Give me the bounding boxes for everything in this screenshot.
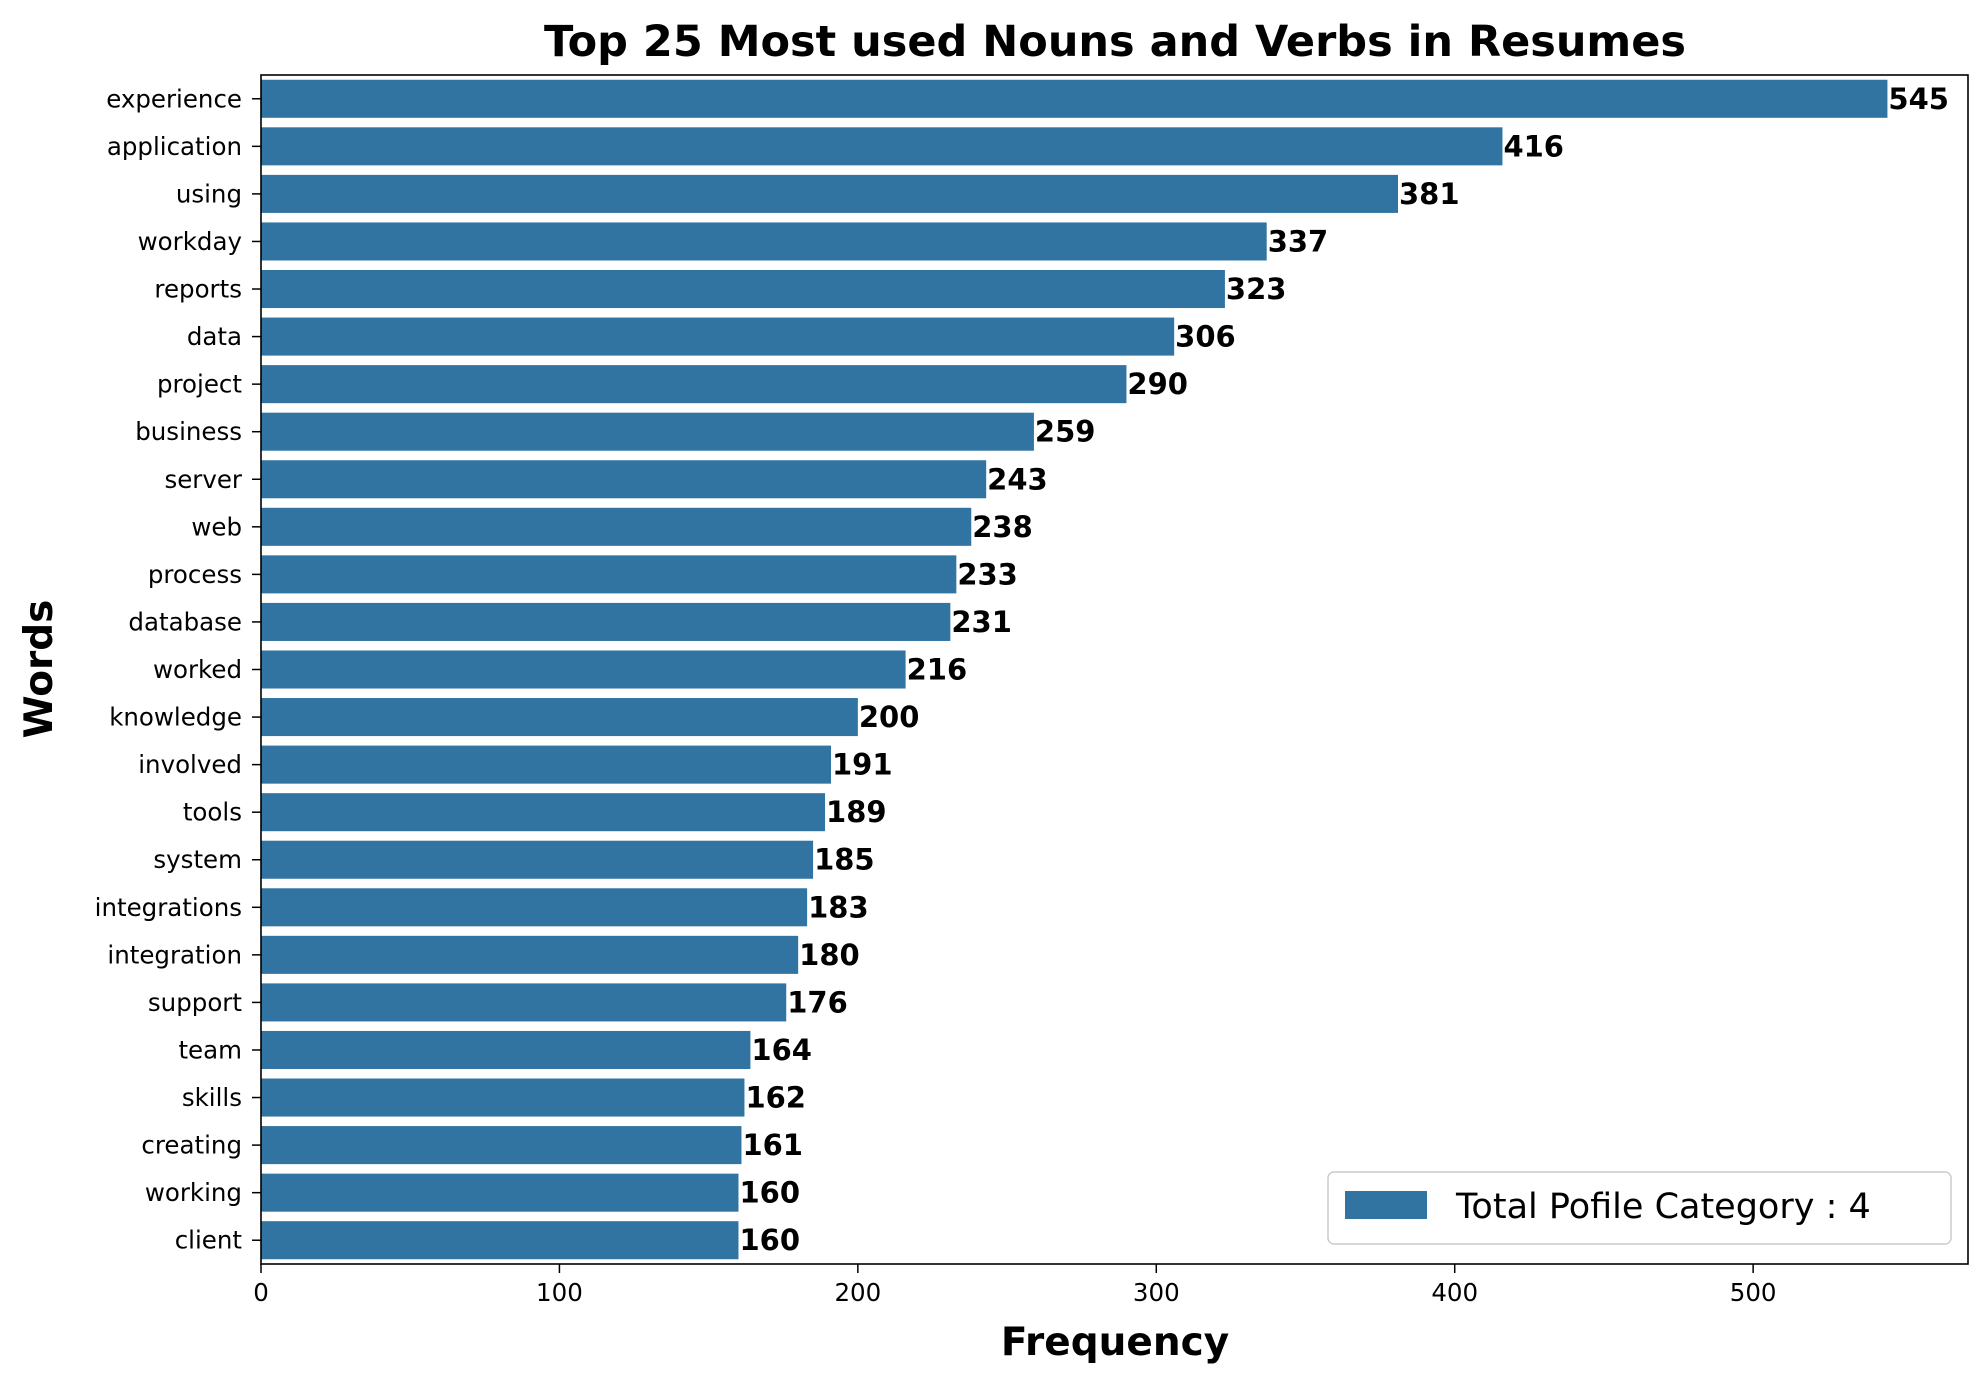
y-tick-label-project: project xyxy=(157,370,242,399)
x-tick-label-200: 200 xyxy=(834,1278,881,1307)
y-tick-label-using: using xyxy=(176,179,242,208)
x-axis-title: Frequency xyxy=(1001,1320,1229,1365)
data-label-experience: 545 xyxy=(1888,82,1949,116)
data-label-data: 306 xyxy=(1175,320,1236,354)
x-tick-label-100: 100 xyxy=(536,1278,583,1307)
chart-title: Top 25 Most used Nouns and Verbs in Resu… xyxy=(544,17,1686,67)
y-axis-title: Words xyxy=(17,600,62,739)
data-label-skills: 162 xyxy=(745,1081,806,1115)
bar-creating xyxy=(261,1126,742,1165)
bar-using xyxy=(261,174,1399,213)
bar-reports xyxy=(261,269,1225,309)
y-tick-label-creating: creating xyxy=(141,1131,242,1160)
y-tick-label-client: client xyxy=(175,1226,243,1255)
data-label-process: 233 xyxy=(957,557,1018,591)
y-tick-label-integration: integration xyxy=(107,940,242,969)
bar-web xyxy=(261,507,972,546)
plot-frame xyxy=(260,74,1969,1265)
bar-process xyxy=(261,555,957,594)
data-label-using: 381 xyxy=(1399,177,1460,211)
bar-support xyxy=(261,983,787,1022)
y-tick-label-data: data xyxy=(187,322,242,351)
legend-swatch xyxy=(1345,1191,1427,1219)
y-tick-label-application: application xyxy=(107,132,242,161)
data-label-integration: 180 xyxy=(799,938,860,972)
data-label-database: 231 xyxy=(951,605,1012,639)
y-tick-label-server: server xyxy=(164,465,242,494)
y-tick-label-business: business xyxy=(135,417,242,446)
y-tick-label-system: system xyxy=(153,845,242,874)
y-tick-label-working: working xyxy=(145,1178,242,1207)
bar-workday xyxy=(261,222,1267,261)
y-tick-label-experience: experience xyxy=(106,84,242,113)
x-axis-ticks: 0 100 200 300 400 500 xyxy=(253,1264,1777,1307)
y-tick-label-workday: workday xyxy=(138,227,242,256)
data-label-reports: 323 xyxy=(1226,272,1287,306)
x-tick-label-500: 500 xyxy=(1730,1278,1777,1307)
data-label-server: 243 xyxy=(987,462,1048,496)
bar-system xyxy=(261,840,814,879)
bar-tools xyxy=(261,793,826,832)
bar-worked xyxy=(261,650,906,689)
bar-integrations xyxy=(261,888,808,927)
bar-database xyxy=(261,602,951,641)
y-tick-label-worked: worked xyxy=(153,655,242,684)
bar-business xyxy=(261,412,1034,451)
data-label-team: 164 xyxy=(751,1033,812,1067)
y-tick-label-knowledge: knowledge xyxy=(109,703,242,732)
data-label-tools: 189 xyxy=(826,795,887,829)
data-label-project: 290 xyxy=(1127,367,1188,401)
bar-integration xyxy=(261,935,799,974)
bars-layer xyxy=(261,79,1888,1260)
bar-skills xyxy=(261,1078,745,1117)
data-label-support: 176 xyxy=(787,985,848,1019)
y-tick-label-tools: tools xyxy=(183,798,242,827)
y-tick-label-skills: skills xyxy=(182,1083,242,1112)
bar-knowledge xyxy=(261,698,858,737)
x-tick-label-400: 400 xyxy=(1431,1278,1478,1307)
legend-box xyxy=(1327,1171,1952,1245)
data-label-involved: 191 xyxy=(832,748,893,782)
data-label-web: 238 xyxy=(972,510,1033,544)
y-tick-label-process: process xyxy=(148,560,242,589)
bar-working xyxy=(261,1173,739,1212)
data-label-client: 160 xyxy=(739,1223,800,1257)
bar-application xyxy=(261,127,1503,166)
data-label-system: 185 xyxy=(814,843,875,877)
y-tick-label-involved: involved xyxy=(138,750,242,779)
data-label-integrations: 183 xyxy=(808,890,869,924)
bar-involved xyxy=(261,745,831,784)
data-label-workday: 337 xyxy=(1268,224,1329,258)
y-tick-label-database: database xyxy=(128,607,242,636)
x-tick-label-0: 0 xyxy=(253,1278,269,1307)
x-tick-label-300: 300 xyxy=(1133,1278,1180,1307)
bar-client xyxy=(261,1221,739,1260)
y-tick-label-web: web xyxy=(191,512,242,541)
data-label-knowledge: 200 xyxy=(859,700,920,734)
bar-data xyxy=(261,317,1175,356)
y-tick-label-support: support xyxy=(148,988,242,1017)
data-label-worked: 216 xyxy=(907,653,968,687)
bar-project xyxy=(261,365,1127,404)
data-label-application: 416 xyxy=(1503,129,1564,163)
bar-team xyxy=(261,1030,751,1070)
data-labels-layer: 545 416 381 337 323 306 290 259 243 238 233 231 216 2… xyxy=(739,82,1948,1257)
data-label-creating: 161 xyxy=(742,1128,803,1162)
data-label-business: 259 xyxy=(1035,415,1096,449)
y-axis-ticks: experience application using workday reports… xyxy=(95,84,261,1255)
bar-experience xyxy=(261,79,1888,118)
y-tick-label-integrations: integrations xyxy=(95,893,242,922)
legend-label: Total Pofile Category : 4 xyxy=(1455,1187,1871,1227)
data-label-working: 160 xyxy=(739,1176,800,1210)
y-tick-label-team: team xyxy=(178,1035,242,1064)
legend: Total Pofile Category : 4 xyxy=(1327,1171,1952,1245)
bar-server xyxy=(261,460,987,499)
y-tick-label-reports: reports xyxy=(154,275,242,304)
